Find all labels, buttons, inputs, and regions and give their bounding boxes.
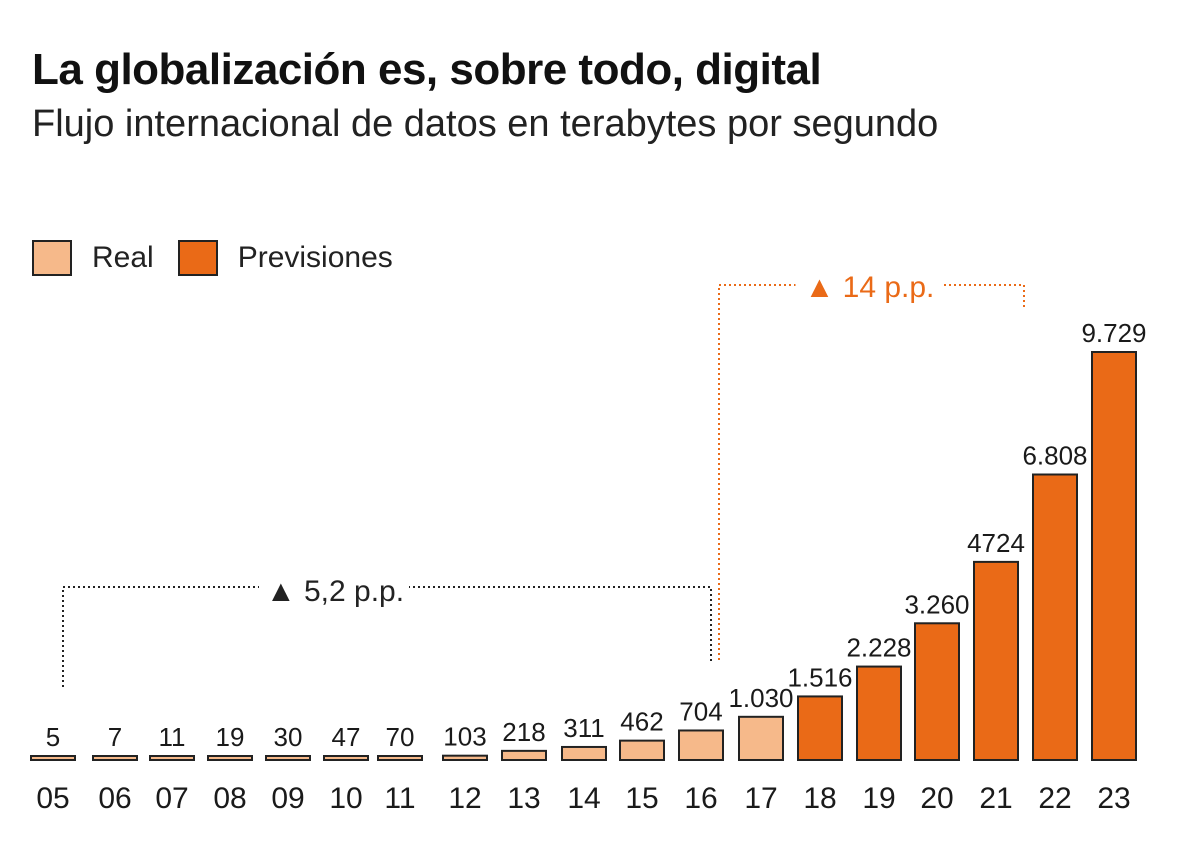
x-tick-19: 19 [862, 782, 895, 815]
data-label-10: 47 [332, 722, 361, 752]
data-label-14: 311 [563, 713, 604, 743]
legend-label-real: Real [92, 241, 154, 274]
legend-swatch-forecast [177, 240, 218, 276]
bar-15 [619, 739, 665, 762]
x-tick-21: 21 [979, 782, 1012, 815]
bar-14 [561, 745, 607, 762]
x-tick-10: 10 [329, 782, 362, 815]
data-label-22: 6.808 [1022, 440, 1087, 470]
data-label-07: 11 [159, 722, 186, 752]
bar-07 [149, 755, 195, 761]
annotation-label-forecast: ▲ 14 p.p. [805, 271, 935, 304]
data-label-21: 4724 [967, 528, 1025, 558]
bar-09 [265, 755, 311, 761]
data-label-11: 70 [386, 722, 415, 752]
bar-13 [501, 749, 547, 762]
x-tick-16: 16 [684, 782, 717, 815]
legend: Real Previsiones [32, 240, 417, 276]
chart-title: La globalización es, sobre todo, digital [32, 45, 822, 94]
annotation-label-bg-real [259, 565, 409, 609]
x-tick-15: 15 [625, 782, 658, 815]
data-label-15: 462 [620, 707, 663, 737]
annotation-label-bg-forecast [795, 263, 944, 307]
annotation-label-real: ▲ 5,2 p.p. [266, 575, 404, 608]
x-tick-20: 20 [920, 782, 953, 815]
x-tick-22: 22 [1038, 782, 1071, 815]
bar-23 [1091, 351, 1137, 761]
data-label-12: 103 [443, 722, 486, 752]
legend-label-forecast: Previsiones [237, 241, 393, 274]
data-label-20: 3.260 [904, 589, 969, 619]
data-label-05: 5 [46, 722, 60, 752]
bar-11 [377, 755, 423, 761]
x-tick-23: 23 [1097, 782, 1130, 815]
annotation-bracket-forecast [718, 284, 1025, 660]
data-label-18: 1.516 [787, 662, 852, 692]
data-label-23: 9.729 [1081, 318, 1146, 348]
bar-08 [207, 755, 253, 761]
bar-21 [973, 560, 1019, 762]
bar-19 [856, 665, 902, 762]
data-label-06: 7 [108, 722, 122, 752]
x-tick-13: 13 [507, 782, 540, 815]
bar-16 [678, 729, 724, 762]
bar-17 [738, 715, 784, 761]
legend-swatch-real [32, 240, 72, 276]
legend-item-forecast: Previsiones [177, 240, 393, 276]
bar-05 [30, 755, 76, 761]
chart-subtitle: Flujo internacional de datos en terabyte… [32, 103, 939, 145]
x-tick-07: 07 [155, 782, 188, 815]
bar-10 [323, 755, 369, 761]
data-label-16: 704 [679, 696, 722, 726]
x-tick-08: 08 [213, 782, 246, 815]
bar-06 [92, 755, 138, 761]
data-label-09: 30 [274, 722, 303, 752]
data-label-13: 218 [502, 717, 545, 747]
data-label-19: 2.228 [846, 633, 911, 663]
x-tick-06: 06 [98, 782, 131, 815]
annotation-bracket-real [62, 586, 712, 687]
x-tick-11: 11 [384, 782, 415, 815]
data-label-08: 19 [216, 722, 245, 752]
data-label-17: 1.030 [728, 683, 793, 713]
x-tick-12: 12 [448, 782, 481, 815]
bar-12 [442, 754, 488, 761]
bar-18 [797, 695, 843, 762]
legend-item-real: Real [32, 240, 154, 276]
x-tick-09: 09 [271, 782, 304, 815]
x-tick-18: 18 [803, 782, 836, 815]
x-tick-14: 14 [567, 782, 600, 815]
bar-22 [1032, 473, 1078, 761]
x-tick-05: 05 [36, 782, 69, 815]
bar-20 [914, 622, 960, 762]
x-tick-17: 17 [744, 782, 777, 815]
